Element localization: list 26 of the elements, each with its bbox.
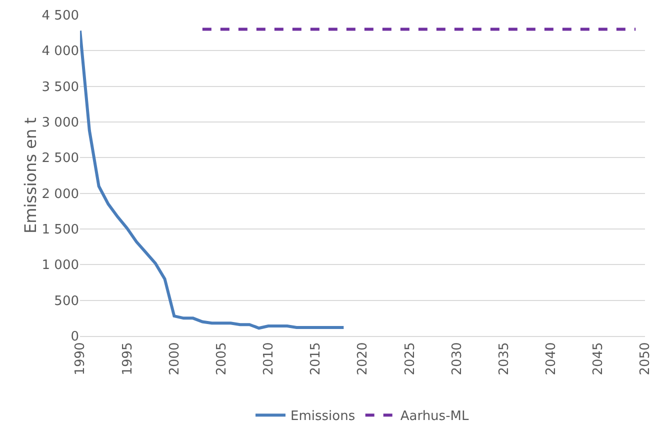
x-tick-label: 2015 [308, 342, 324, 376]
y-tick-label: 2 000 [42, 186, 79, 202]
x-tick-label: 2035 [496, 342, 512, 376]
line-series [80, 29, 346, 330]
x-tick-label: 1990 [73, 342, 88, 376]
y-tick-label: 4 500 [42, 8, 79, 24]
x-tick-label: 2050 [638, 342, 654, 376]
legend-label: Aarhus-ML [400, 409, 470, 424]
y-tick-label: 1 000 [42, 258, 79, 274]
x-tick-label: 2025 [402, 342, 418, 376]
y-tick-label: 3 500 [42, 80, 79, 95]
x-tick-label: 1995 [120, 342, 136, 376]
y-axis-title: Emissions en t [20, 118, 40, 234]
x-tick-label: 2040 [544, 342, 560, 376]
x-tick-label: 2045 [591, 342, 606, 376]
y-tick-label: 2 500 [42, 151, 79, 166]
y-tick-label: 1 500 [42, 222, 79, 238]
y-tick-label: 500 [54, 294, 79, 309]
x-tick-label: 2020 [356, 342, 371, 376]
legend-label: Emissions [290, 409, 356, 424]
x-tick-label: 2030 [450, 342, 465, 376]
x-tick-label: 2010 [262, 342, 277, 376]
x-tick-label: 2000 [167, 342, 182, 376]
y-tick-label: 3 000 [42, 116, 79, 131]
y-tick-label: 4 000 [42, 44, 79, 60]
x-tick-label: 2005 [214, 342, 230, 376]
